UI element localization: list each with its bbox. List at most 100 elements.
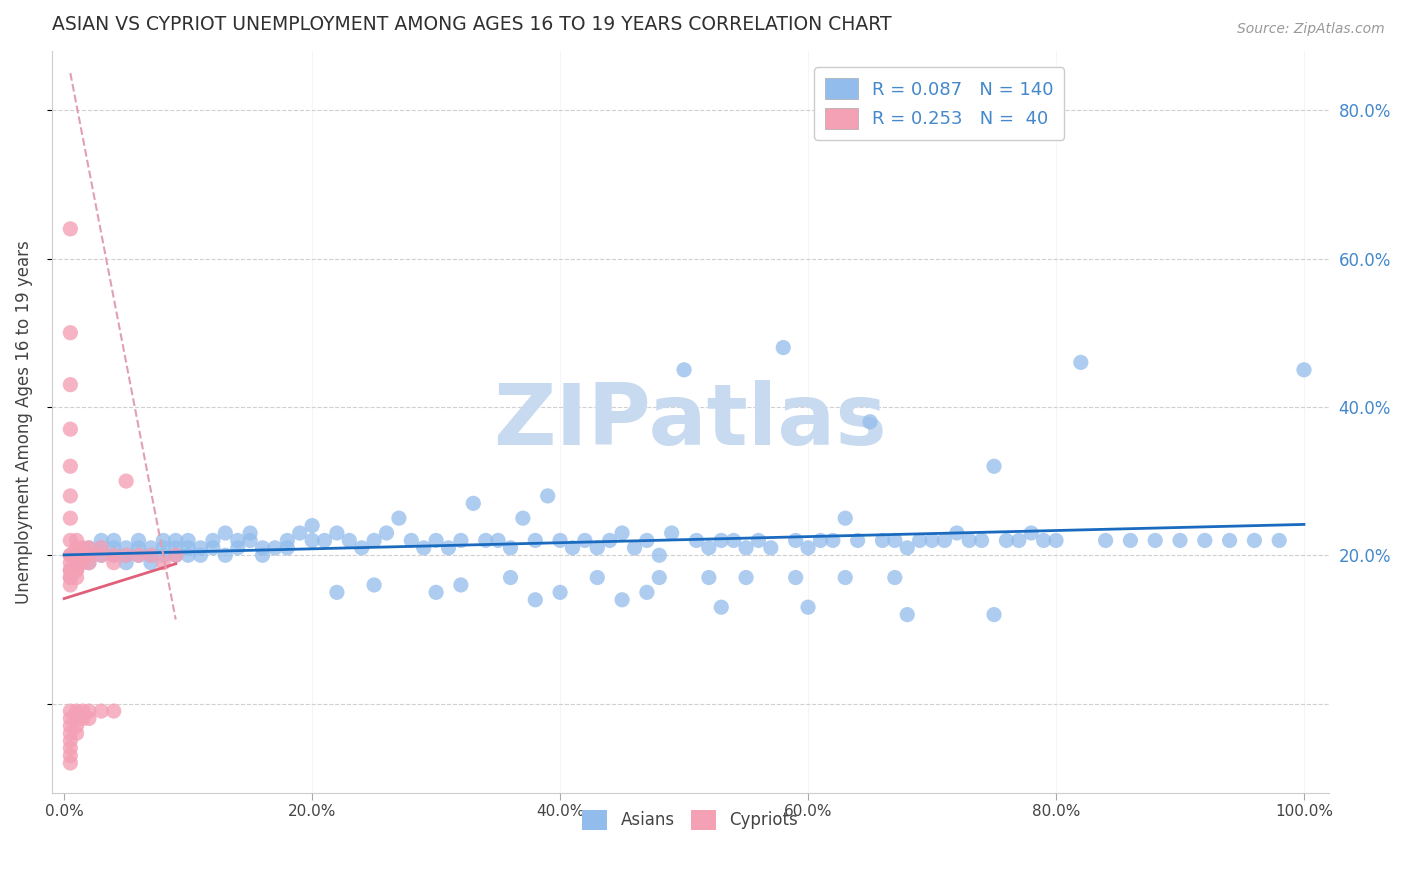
Point <box>574 533 596 548</box>
Point <box>537 489 560 503</box>
Point <box>363 578 385 592</box>
Point <box>883 570 905 584</box>
Point <box>59 377 82 392</box>
Point <box>201 533 224 548</box>
Point <box>65 556 87 570</box>
Point <box>190 549 212 563</box>
Point <box>425 585 447 599</box>
Point <box>59 549 82 563</box>
Point <box>239 533 262 548</box>
Point <box>90 541 112 555</box>
Point <box>77 541 100 555</box>
Point <box>59 326 82 340</box>
Point <box>474 533 496 548</box>
Point <box>165 541 187 555</box>
Point <box>363 533 385 548</box>
Point <box>697 570 720 584</box>
Point <box>1243 533 1265 548</box>
Point <box>1292 363 1315 377</box>
Point <box>759 541 782 555</box>
Point <box>1094 533 1116 548</box>
Point <box>65 556 87 570</box>
Point <box>723 533 745 548</box>
Point <box>450 533 472 548</box>
Point <box>139 556 162 570</box>
Point <box>970 533 993 548</box>
Point <box>152 549 174 563</box>
Point <box>337 533 360 548</box>
Point <box>301 533 323 548</box>
Point <box>115 556 138 570</box>
Point <box>226 533 249 548</box>
Point <box>785 533 807 548</box>
Point <box>1032 533 1054 548</box>
Point <box>883 533 905 548</box>
Point <box>59 563 82 577</box>
Point <box>1144 533 1167 548</box>
Point <box>610 592 633 607</box>
Point <box>103 533 125 548</box>
Point <box>165 549 187 563</box>
Point <box>983 607 1005 622</box>
Point <box>103 704 125 718</box>
Point <box>65 726 87 740</box>
Point <box>65 711 87 725</box>
Point <box>821 533 844 548</box>
Point <box>524 592 547 607</box>
Point <box>165 549 187 563</box>
Point <box>65 533 87 548</box>
Point <box>834 511 856 525</box>
Point <box>201 541 224 555</box>
Point <box>65 556 87 570</box>
Point <box>103 549 125 563</box>
Point <box>425 533 447 548</box>
Point <box>896 541 918 555</box>
Point <box>834 570 856 584</box>
Point <box>623 541 645 555</box>
Point <box>77 704 100 718</box>
Point <box>90 541 112 555</box>
Point <box>450 578 472 592</box>
Text: ZIPatlas: ZIPatlas <box>494 380 887 463</box>
Point <box>1219 533 1241 548</box>
Point <box>90 533 112 548</box>
Point <box>586 570 609 584</box>
Point <box>152 556 174 570</box>
Point <box>747 533 769 548</box>
Point <box>59 533 82 548</box>
Legend: Asians, Cypriots: Asians, Cypriots <box>575 804 806 836</box>
Point <box>115 541 138 555</box>
Point <box>59 726 82 740</box>
Point <box>264 541 287 555</box>
Point <box>65 563 87 577</box>
Point <box>388 511 411 525</box>
Point <box>401 533 423 548</box>
Point <box>128 549 150 563</box>
Point <box>648 549 671 563</box>
Point <box>437 541 460 555</box>
Point <box>115 474 138 488</box>
Point <box>77 556 100 570</box>
Point <box>810 533 832 548</box>
Point <box>90 549 112 563</box>
Point <box>72 711 94 725</box>
Point <box>177 533 200 548</box>
Point <box>65 549 87 563</box>
Y-axis label: Unemployment Among Ages 16 to 19 years: Unemployment Among Ages 16 to 19 years <box>15 240 32 604</box>
Point <box>1045 533 1067 548</box>
Point <box>65 563 87 577</box>
Point <box>128 549 150 563</box>
Point <box>561 541 583 555</box>
Point <box>72 556 94 570</box>
Point <box>177 549 200 563</box>
Point <box>128 533 150 548</box>
Point <box>239 526 262 541</box>
Point <box>152 541 174 555</box>
Point <box>77 556 100 570</box>
Point <box>946 526 969 541</box>
Point <box>735 570 758 584</box>
Point <box>983 459 1005 474</box>
Point <box>214 526 236 541</box>
Point <box>735 541 758 555</box>
Point <box>59 556 82 570</box>
